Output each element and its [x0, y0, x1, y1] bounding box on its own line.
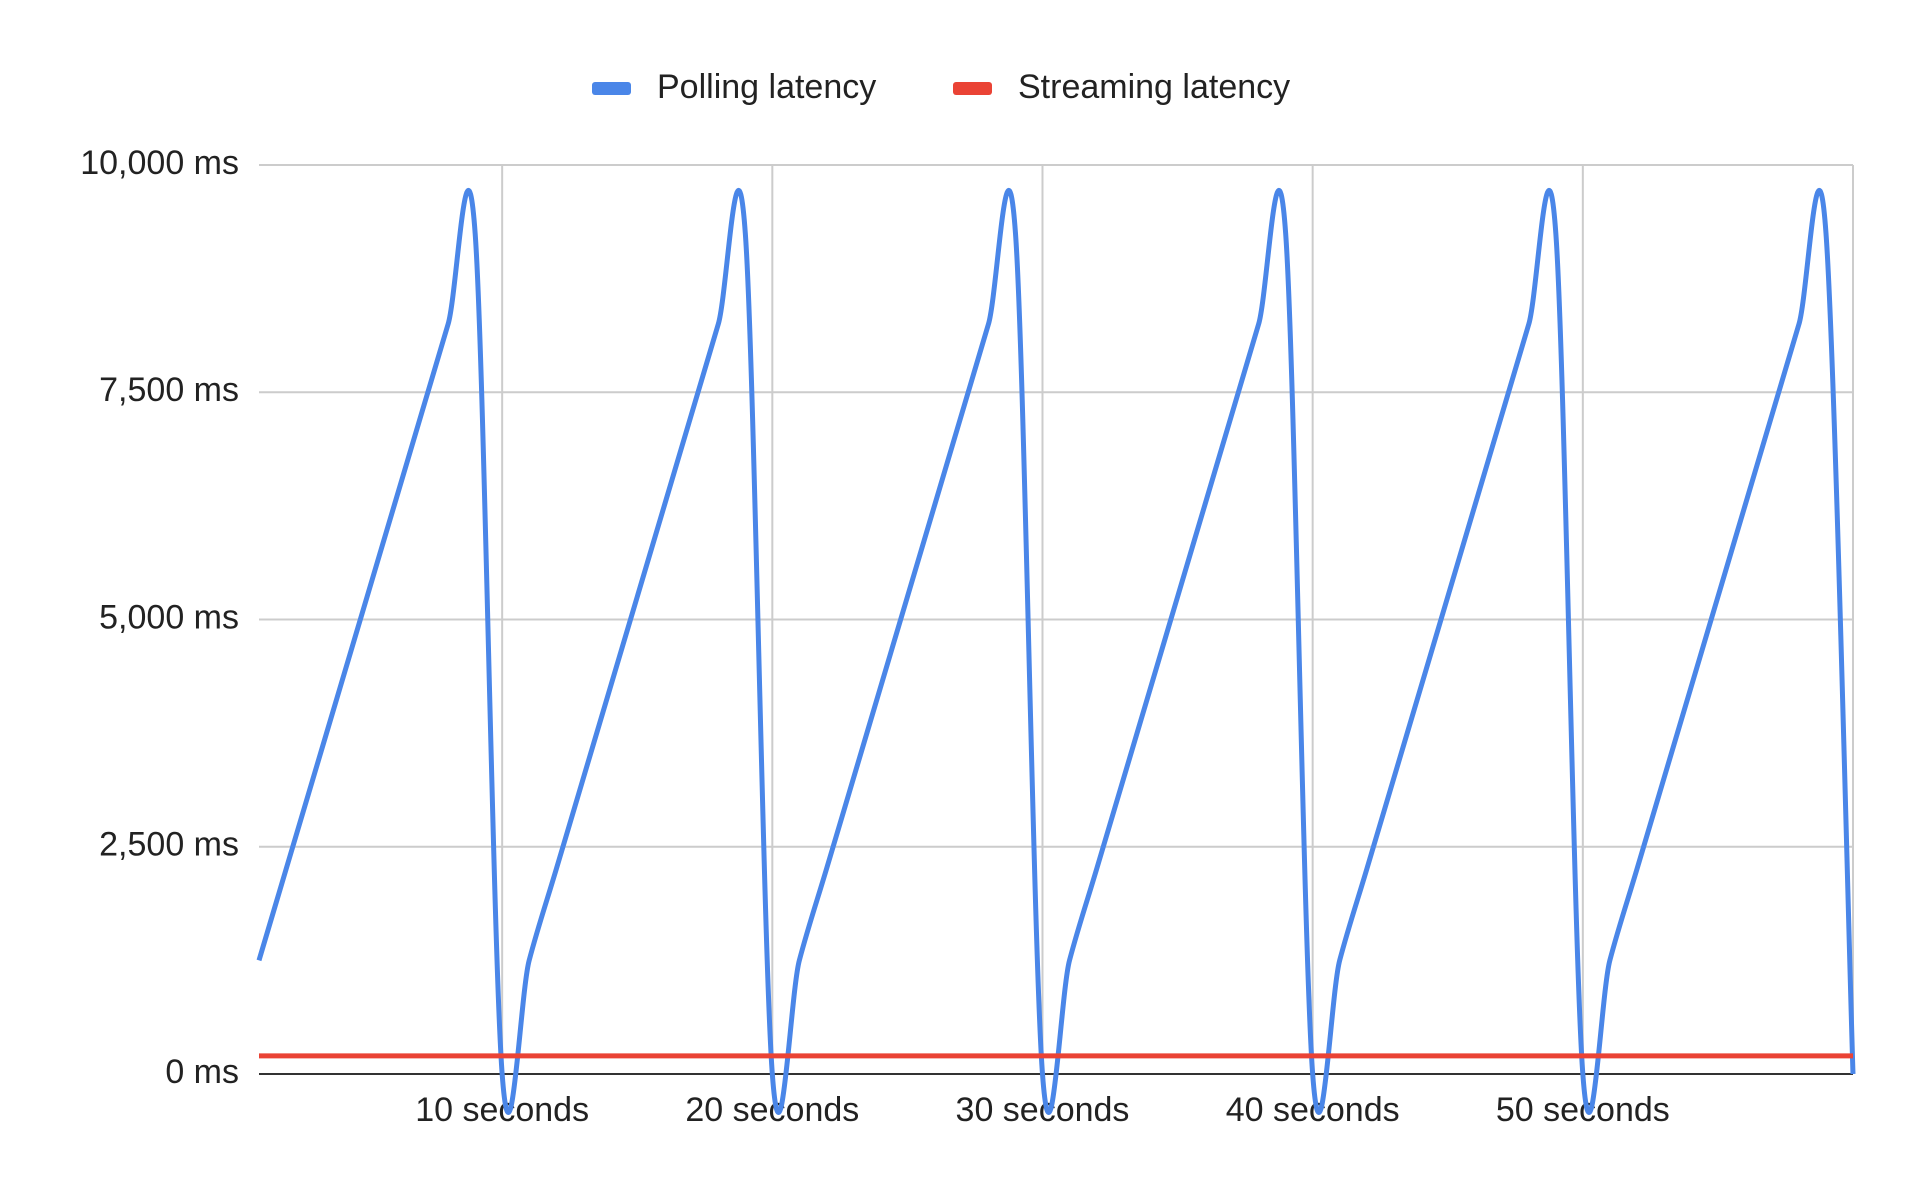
legend-label: Polling latency	[657, 68, 876, 106]
y-tick-label: 2,500 ms	[99, 826, 239, 864]
y-tick-label: 5,000 ms	[99, 598, 239, 636]
y-tick-label: 0 ms	[165, 1053, 239, 1091]
legend-swatch	[592, 82, 631, 95]
series-line	[256, 188, 1856, 1115]
legend-label: Streaming latency	[1018, 68, 1290, 106]
y-tick-label: 10,000 ms	[80, 144, 239, 182]
legend-swatch	[953, 82, 992, 95]
y-tick-label: 7,500 ms	[99, 371, 239, 409]
